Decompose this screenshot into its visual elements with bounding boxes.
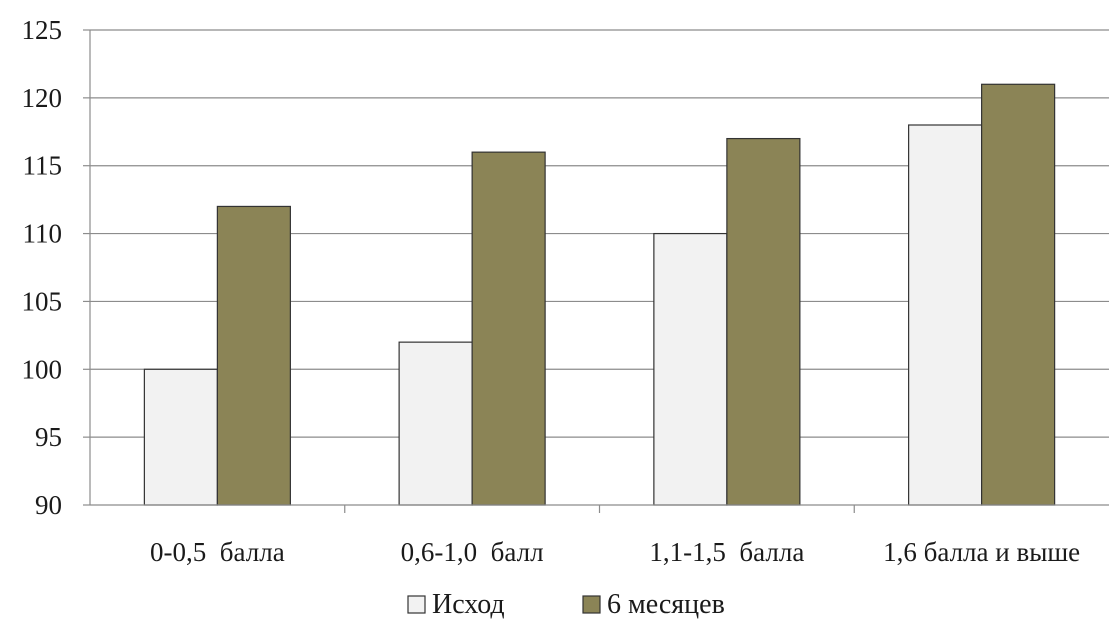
axes (83, 29, 1109, 513)
y-tick-label: 90 (35, 490, 62, 520)
x-tick-label: 0,6-1,0 балл (401, 537, 544, 567)
bar-6-mesyacev (726, 137, 801, 506)
legend-swatch (407, 595, 426, 614)
x-axis-tick-labels: 0-0,5 балла 0,6-1,0 балл 1,1-1,5 балла 1,6 … (150, 537, 1080, 567)
bar-ishod (143, 368, 218, 506)
bar-ishod (908, 124, 983, 506)
legend: Исход 6 месяцев (407, 589, 725, 620)
bar-6-mesyacev (216, 205, 291, 506)
legend-label: 6 месяцев (607, 589, 725, 620)
x-tick-label: 1,6 балла и выше (883, 537, 1080, 567)
bar-6-mesyacev (471, 151, 546, 506)
x-tick-label: 1,1-1,5 балла (649, 537, 804, 567)
y-tick-label: 100 (22, 354, 63, 384)
bar-6-mesyacev (981, 83, 1056, 506)
legend-item: 6 месяцев (582, 589, 725, 620)
y-tick-label: 95 (35, 422, 62, 452)
y-tick-label: 105 (22, 286, 63, 316)
bars (143, 83, 1056, 506)
y-tick-label: 110 (23, 219, 63, 249)
bar-ishod (653, 232, 728, 506)
legend-item: Исход (407, 589, 505, 620)
y-tick-label: 125 (22, 15, 63, 45)
legend-label: Исход (432, 589, 505, 620)
legend-swatch (582, 595, 601, 614)
x-tick-label: 0-0,5 балла (150, 537, 285, 567)
y-axis-tick-labels: 90 95 100 105 110 115 120 125 (22, 15, 63, 520)
y-tick-label: 115 (23, 151, 63, 181)
y-tick-label: 120 (22, 83, 63, 113)
bar-ishod (398, 341, 473, 506)
